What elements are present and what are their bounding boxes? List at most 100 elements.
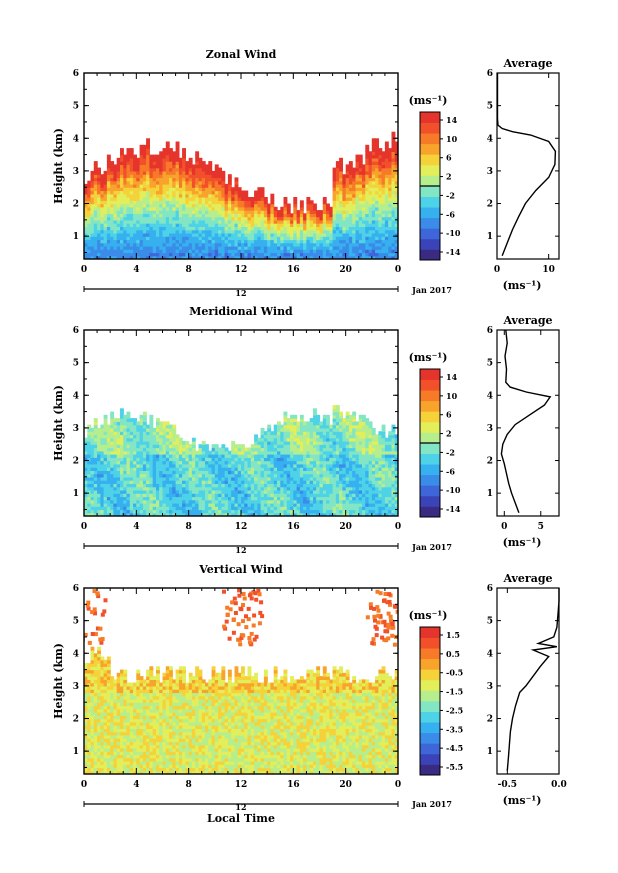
heatmap-cell xyxy=(299,460,304,465)
heatmap-cell xyxy=(211,499,216,504)
heatmap-cell xyxy=(319,506,324,511)
heatmap-cell xyxy=(368,180,373,185)
heatmap-cell xyxy=(120,232,124,237)
heatmap-cell xyxy=(182,177,186,182)
heatmap-cell xyxy=(326,473,330,478)
heatmap-cell xyxy=(133,157,137,162)
average-y-tick-label: 2 xyxy=(487,200,493,210)
heatmap-cell xyxy=(277,255,281,259)
heatmap-cell xyxy=(149,219,154,224)
heatmap-cell xyxy=(277,483,281,488)
heatmap-cell xyxy=(211,245,216,250)
heatmap-cell xyxy=(326,421,330,426)
heatmap-cell xyxy=(87,232,92,237)
heatmap-cell xyxy=(286,252,291,257)
heatmap-cell xyxy=(100,177,105,182)
heatmap-cell xyxy=(100,480,105,484)
heatmap-cell xyxy=(306,210,311,214)
heatmap-cell xyxy=(90,236,95,241)
heatmap-cell xyxy=(149,245,154,250)
heatmap-cell xyxy=(247,229,252,234)
heatmap-cell xyxy=(335,177,340,182)
heatmap-cell xyxy=(120,170,124,175)
heatmap-cell xyxy=(100,236,105,241)
heatmap-cell xyxy=(227,203,232,208)
heatmap-cell xyxy=(348,512,353,516)
heatmap-cell xyxy=(221,183,226,188)
heatmap-cell xyxy=(270,486,275,491)
heatmap-cell xyxy=(129,242,134,247)
heatmap-cell xyxy=(178,242,183,247)
heatmap-cell xyxy=(156,161,160,165)
heatmap-cell xyxy=(113,483,118,488)
heatmap-cell xyxy=(159,242,164,247)
heatmap-cell xyxy=(211,219,216,224)
heatmap-cell xyxy=(273,463,278,468)
heatmap-cell xyxy=(306,252,311,257)
heatmap-cell xyxy=(106,180,111,185)
heatmap-cell xyxy=(146,229,150,234)
heatmap-cell xyxy=(286,489,291,494)
heatmap-cell xyxy=(270,232,275,237)
heatmap-cell xyxy=(84,460,88,465)
heatmap-cell xyxy=(126,249,131,254)
heatmap-cell xyxy=(352,200,357,205)
heatmap-cell xyxy=(227,210,232,214)
heatmap-cell xyxy=(299,431,304,436)
heatmap-cell xyxy=(227,512,232,516)
heatmap-cell xyxy=(113,421,118,426)
heatmap-cell xyxy=(267,434,272,439)
heatmap-cell xyxy=(110,206,115,211)
heatmap-cell xyxy=(247,216,252,221)
heatmap-cell xyxy=(172,493,177,498)
heatmap-cell xyxy=(342,424,347,429)
heatmap-cell xyxy=(286,434,291,439)
heatmap-cell xyxy=(293,506,298,511)
heatmap-cell xyxy=(162,161,167,165)
heatmap-cell xyxy=(227,255,232,259)
heatmap-cell xyxy=(250,249,255,254)
heatmap-cell xyxy=(329,210,334,214)
heatmap-cell xyxy=(313,424,317,429)
heatmap-cell xyxy=(221,486,226,491)
heatmap-cell xyxy=(142,437,147,442)
heatmap-cell xyxy=(201,226,206,231)
heatmap-cell xyxy=(290,216,294,221)
heatmap-cell xyxy=(241,502,245,507)
heatmap-cell xyxy=(129,161,134,165)
heatmap-cell xyxy=(339,213,343,218)
heatmap-cell xyxy=(175,437,180,442)
heatmap-cell xyxy=(319,229,324,234)
heatmap-cell xyxy=(87,203,92,208)
heatmap-cell xyxy=(103,200,108,205)
heatmap-cell xyxy=(352,183,357,188)
heatmap-cell xyxy=(332,476,337,481)
heatmap-cell xyxy=(84,239,88,244)
heatmap-cell xyxy=(378,161,383,165)
heatmap-cell xyxy=(198,187,203,192)
heatmap-cell xyxy=(93,499,98,504)
heatmap-cell xyxy=(172,193,177,198)
heatmap-cell xyxy=(342,236,347,241)
heatmap-cell xyxy=(106,183,111,188)
heatmap-cell xyxy=(120,460,124,465)
heatmap-cell xyxy=(152,431,157,436)
heatmap-cell xyxy=(368,187,373,192)
heatmap-cell xyxy=(214,167,219,172)
heatmap-cell xyxy=(113,242,118,247)
heatmap-cell xyxy=(303,239,307,244)
heatmap-cell xyxy=(286,512,291,516)
heatmap-cell xyxy=(368,252,373,257)
heatmap-cell xyxy=(133,502,137,507)
heatmap-cell xyxy=(306,206,311,211)
heatmap-cell xyxy=(299,480,304,484)
heatmap-cell xyxy=(133,242,137,247)
heatmap-cell xyxy=(175,480,180,484)
heatmap-cell xyxy=(178,255,183,259)
heatmap-cell xyxy=(290,454,294,458)
heatmap-cell xyxy=(368,206,373,211)
heatmap-cell xyxy=(188,197,193,201)
heatmap-cell xyxy=(185,177,190,182)
heatmap-cell xyxy=(365,190,370,195)
heatmap-cell xyxy=(201,206,206,211)
